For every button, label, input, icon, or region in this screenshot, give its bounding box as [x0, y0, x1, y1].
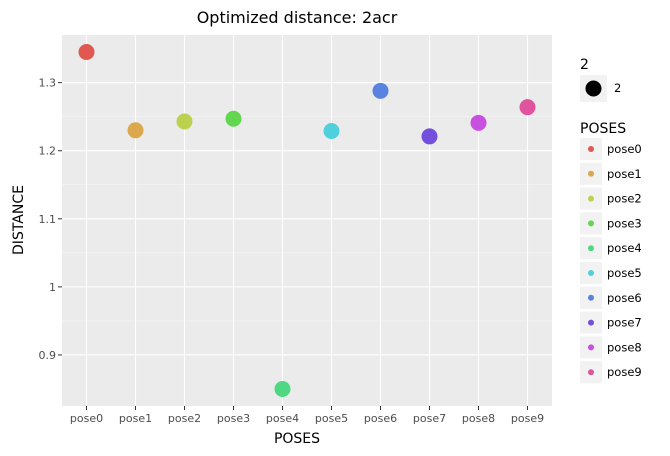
- x-tick-label: pose2: [168, 412, 201, 425]
- color-legend: POSES pose0 pose1 pose2 pose3 pose4 pose5 pose…: [580, 121, 642, 384]
- legend-key-pose6: [588, 294, 594, 301]
- data-point-pose8: [470, 114, 487, 131]
- x-tick-label: pose0: [70, 412, 103, 425]
- x-tick-label: pose7: [413, 412, 446, 425]
- data-point-pose2: [176, 113, 193, 130]
- legend-key-pose0: [588, 146, 594, 152]
- size-legend-label: 2: [614, 81, 621, 95]
- x-axis-label: POSES: [274, 431, 320, 447]
- x-tick-label: pose5: [315, 412, 348, 425]
- x-tick-label: pose6: [364, 412, 397, 425]
- chart-title: Optimized distance: 2acr: [197, 8, 398, 27]
- y-tick-label: 0.9: [39, 349, 57, 362]
- x-tick-label: pose8: [462, 412, 495, 425]
- y-axis-label: DISTANCE: [11, 185, 27, 255]
- legend-label-pose0: pose0: [607, 142, 642, 156]
- legend-key-pose1: [588, 170, 594, 177]
- y-tick-label: 1.2: [39, 145, 57, 158]
- legend-key-pose2: [588, 195, 594, 202]
- legend-label-pose1: pose1: [607, 167, 642, 181]
- data-points: [78, 44, 536, 397]
- data-point-pose0: [78, 44, 95, 61]
- data-point-pose9: [519, 99, 536, 116]
- color-legend-title: POSES: [580, 121, 626, 137]
- minor-gridlines: [62, 116, 552, 322]
- legend-key-pose3: [588, 220, 594, 227]
- legend-label-pose5: pose5: [607, 266, 642, 280]
- x-tick-label: pose4: [266, 412, 299, 425]
- data-point-pose4: [274, 380, 291, 397]
- legend-label-pose3: pose3: [607, 216, 642, 230]
- major-gridlines: [62, 35, 552, 406]
- legend-label-pose4: pose4: [607, 241, 642, 255]
- legend-key-pose4: [588, 245, 594, 252]
- legend-key-pose9: [588, 369, 594, 376]
- data-point-pose6: [372, 82, 389, 99]
- y-tick-label: 1: [49, 281, 56, 294]
- data-point-pose7: [421, 128, 438, 145]
- plot-panel: [62, 35, 552, 406]
- legend-key-pose8: [588, 344, 594, 351]
- size-legend: 2 2: [580, 57, 621, 102]
- size-legend-title: 2: [580, 57, 589, 73]
- legend-key-pose7: [588, 319, 594, 326]
- legend-label-pose9: pose9: [607, 365, 642, 379]
- y-axis-ticks: 0.9 1 1.1 1.2 1.3: [39, 77, 62, 362]
- legend-label-pose6: pose6: [607, 291, 642, 305]
- legend-label-pose8: pose8: [607, 340, 642, 354]
- x-tick-label: pose3: [217, 412, 250, 425]
- data-point-pose3: [225, 110, 242, 127]
- data-point-pose1: [127, 122, 144, 139]
- legend-label-pose2: pose2: [607, 192, 642, 206]
- legend-key-pose5: [588, 270, 594, 276]
- data-point-pose5: [323, 122, 340, 139]
- x-tick-label: pose9: [511, 412, 544, 425]
- y-tick-label: 1.3: [39, 77, 57, 90]
- x-tick-label: pose1: [119, 412, 152, 425]
- size-legend-key: [585, 80, 602, 97]
- y-tick-label: 1.1: [39, 213, 57, 226]
- legend-label-pose7: pose7: [607, 316, 642, 330]
- x-axis-ticks: pose0 pose1 pose2 pose3 pose4 pose5 pose6 pose7…: [70, 406, 544, 425]
